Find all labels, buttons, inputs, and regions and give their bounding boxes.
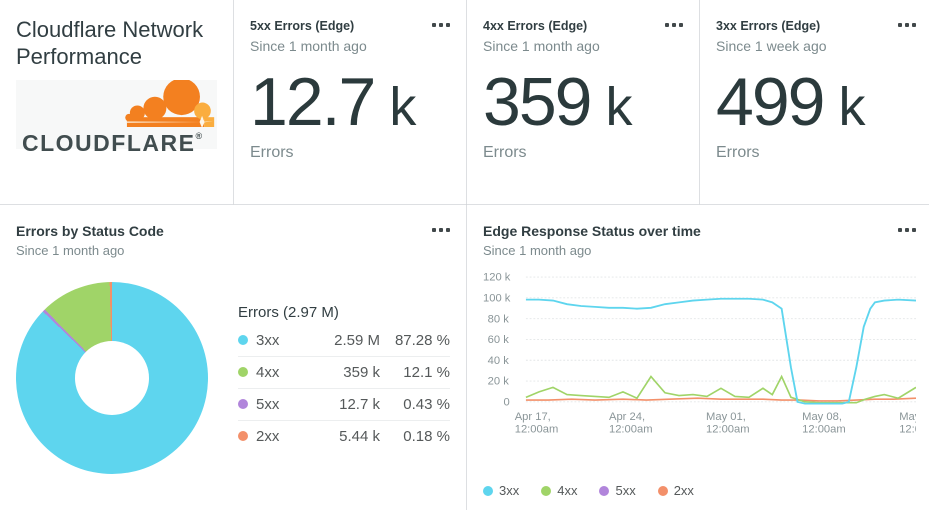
svg-text:May 01,: May 01, [706,411,746,423]
svg-text:20 k: 20 k [488,376,510,388]
svg-text:12:00am: 12:00am [609,424,653,436]
svg-text:Apr 17,: Apr 17, [515,411,551,423]
svg-text:80 k: 80 k [488,313,510,325]
svg-text:100 k: 100 k [483,293,511,305]
svg-text:12:00am: 12:00am [515,424,559,436]
svg-text:40 k: 40 k [488,355,510,367]
svg-text:12:00a: 12:00a [899,424,916,436]
svg-text:120 k: 120 k [483,272,511,284]
svg-text:May 1: May 1 [899,411,916,423]
svg-text:0: 0 [504,397,510,409]
svg-text:12:00am: 12:00am [706,424,750,436]
svg-text:Apr 24,: Apr 24, [609,411,645,423]
svg-text:12:00am: 12:00am [802,424,846,436]
svg-text:60 k: 60 k [488,334,510,346]
svg-text:May 08,: May 08, [802,411,842,423]
